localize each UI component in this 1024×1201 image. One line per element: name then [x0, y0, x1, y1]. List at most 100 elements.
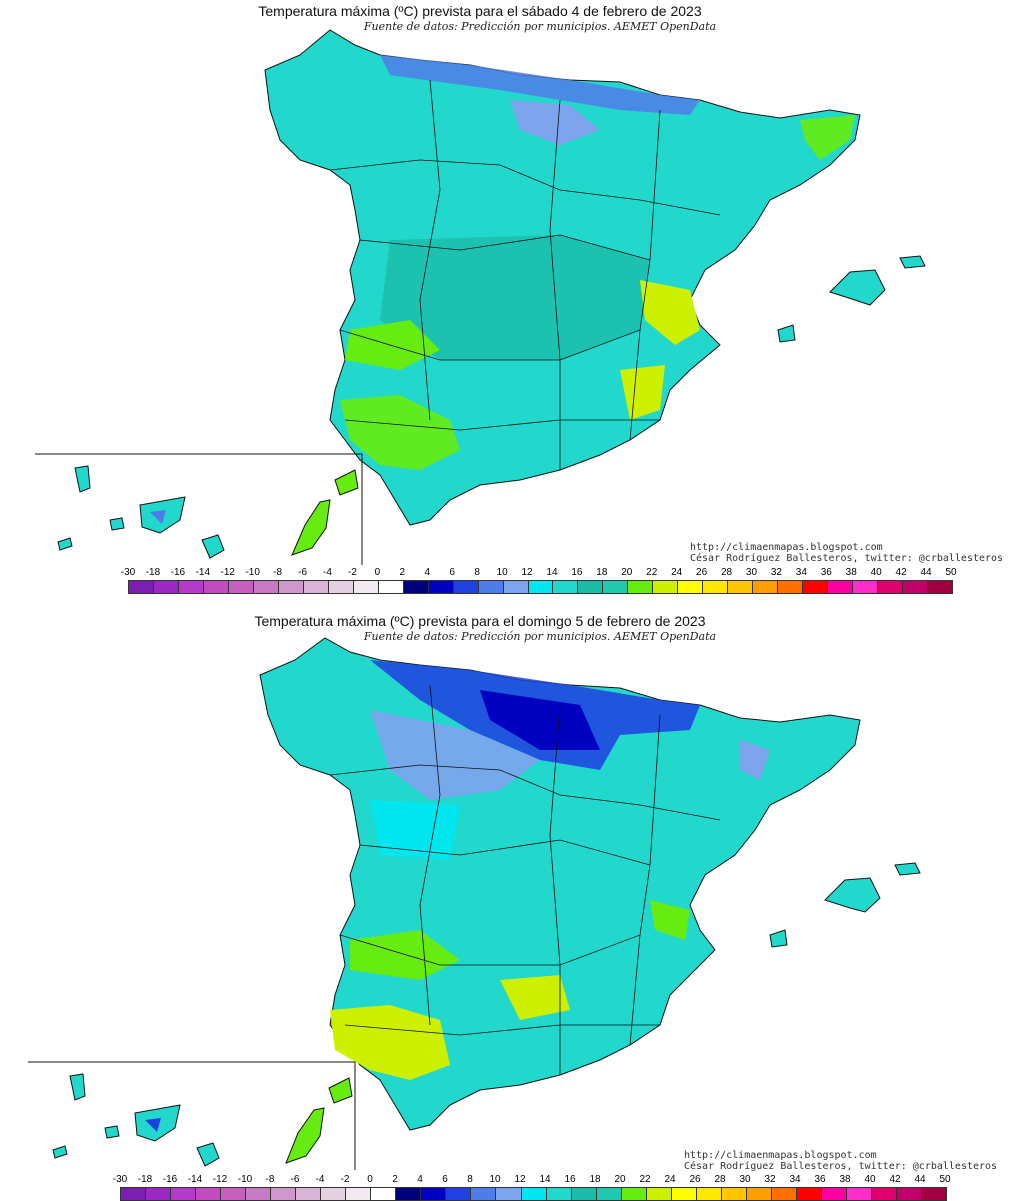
credit-author: César Rodríguez Ballesteros, twitter: @c…	[690, 553, 1004, 564]
legend-tick-label: 12	[514, 1174, 526, 1185]
legend-tick-label: 34	[795, 567, 807, 578]
legend-tick-label: -2	[340, 1174, 350, 1185]
legend-swatch	[346, 1188, 372, 1200]
legend-swatch	[403, 581, 429, 593]
legend-tick-label: 32	[764, 1174, 776, 1185]
legend-swatch	[922, 1188, 947, 1200]
legend-swatch	[528, 581, 554, 593]
legend-swatch	[421, 1188, 447, 1200]
legend-tick-label: 0	[367, 1174, 373, 1185]
legend-tick-label: 16	[564, 1174, 576, 1185]
legend-swatch	[378, 581, 404, 593]
legend-swatch	[196, 1188, 222, 1200]
legend-swatch	[621, 1188, 647, 1200]
legend-tick-label: 36	[814, 1174, 826, 1185]
legend-tick-label: 12	[521, 567, 533, 578]
legend-swatch	[278, 581, 304, 593]
legend-swatch	[821, 1188, 847, 1200]
legend-tick-label: 34	[789, 1174, 801, 1185]
map-subtitle: Fuente de datos: Predicción por municipi…	[363, 20, 717, 33]
spain-temperature-map	[35, 29, 926, 565]
legend-swatch	[296, 1188, 322, 1200]
legend-tick-label: 26	[696, 567, 708, 578]
legend-tick-label: 30	[739, 1174, 751, 1185]
legend-tick-label: 20	[621, 567, 633, 578]
legend-tick-label: -6	[290, 1174, 300, 1185]
legend-tick-label: -4	[315, 1174, 325, 1185]
legend-swatch	[371, 1188, 397, 1200]
legend-swatch	[571, 1188, 597, 1200]
legend-labels: -30 -18 -16 -14 -12 -10 -8 -6 -4 -2 0 2 4 6 8 10 12 14 16 1…	[113, 1174, 951, 1186]
legend-tick-label: 18	[589, 1174, 601, 1185]
legend-swatch	[396, 1188, 422, 1200]
legend-tick-label: 44	[920, 567, 932, 578]
legend-tick-label: 6	[442, 1174, 448, 1185]
legend-swatch	[453, 581, 479, 593]
legend-swatch	[503, 581, 529, 593]
legend-tick-label: 50	[945, 567, 957, 578]
legend-tick-label: 14	[539, 1174, 551, 1185]
legend-tick-label: 38	[845, 567, 857, 578]
legend-swatch	[546, 1188, 572, 1200]
legend-swatch	[153, 581, 179, 593]
legend-tick-label: 24	[671, 567, 683, 578]
legend-swatch	[129, 581, 154, 593]
legend-swatch	[203, 581, 229, 593]
credit-url: http://climaenmapas.blogspot.com	[690, 542, 883, 553]
legend-tick-label: -6	[298, 567, 308, 578]
legend-tick-label: 50	[939, 1174, 951, 1185]
legend-swatch	[246, 1188, 272, 1200]
legend-tick-label: -8	[265, 1174, 275, 1185]
legend-tick-label: -12	[220, 567, 235, 578]
legend-swatch	[628, 581, 654, 593]
legend-tick-label: 10	[496, 567, 508, 578]
legend-swatch	[746, 1188, 772, 1200]
legend-swatch	[903, 581, 928, 593]
legend-swatch	[803, 581, 829, 593]
legend-swatch	[521, 1188, 547, 1200]
legend-tick-label: 24	[664, 1174, 676, 1185]
legend-tick-label: -4	[323, 567, 332, 578]
legend-swatch	[271, 1188, 297, 1200]
legend-tick-label: -18	[145, 567, 161, 578]
legend-swatch	[896, 1188, 922, 1200]
spain-temperature-map	[28, 637, 921, 1170]
legend-tick-label: 42	[889, 1174, 901, 1185]
legend-swatch	[703, 581, 729, 593]
legend-swatch	[328, 581, 354, 593]
legend-tick-label: 14	[546, 567, 558, 578]
legend-swatch	[596, 1188, 622, 1200]
legend-swatch	[471, 1188, 497, 1200]
legend-tick-label: 36	[820, 567, 832, 578]
legend-swatch	[221, 1188, 247, 1200]
legend-swatch	[553, 581, 579, 593]
map-panel-sunday: Temperatura máxima (ºC) prevista para el…	[0, 610, 1024, 1201]
legend-swatch	[171, 1188, 197, 1200]
legend-tick-label: 6	[449, 567, 455, 578]
map-title: Temperatura máxima (ºC) prevista para el…	[254, 613, 706, 629]
legend-swatch	[253, 581, 279, 593]
legend-tick-label: 18	[596, 567, 608, 578]
legend-swatch	[121, 1188, 147, 1200]
legend-swatch	[928, 581, 952, 593]
legend-swatch	[878, 581, 904, 593]
legend-swatch	[646, 1188, 672, 1200]
legend-tick-label: 2	[399, 567, 406, 578]
map-title: Temperatura máxima (ºC) prevista para el…	[258, 3, 702, 19]
legend-tick-label: -30	[120, 567, 136, 578]
legend-swatch	[721, 1188, 747, 1200]
legend-swatch	[771, 1188, 797, 1200]
legend-swatch	[353, 581, 379, 593]
legend-tick-label: -16	[170, 567, 186, 578]
legend-tick-label: -14	[187, 1174, 203, 1185]
legend-swatch	[828, 581, 854, 593]
map-subtitle: Fuente de datos: Predicción por municipi…	[363, 630, 717, 643]
legend-tick-label: -30	[112, 1174, 128, 1185]
legend-swatch	[321, 1188, 347, 1200]
legend-swatch	[671, 1188, 697, 1200]
legend-tick-label: 28	[714, 1174, 726, 1185]
legend-swatch	[446, 1188, 472, 1200]
legend-swatch	[871, 1188, 897, 1200]
legend-swatch	[753, 581, 779, 593]
legend-swatch	[653, 581, 679, 593]
